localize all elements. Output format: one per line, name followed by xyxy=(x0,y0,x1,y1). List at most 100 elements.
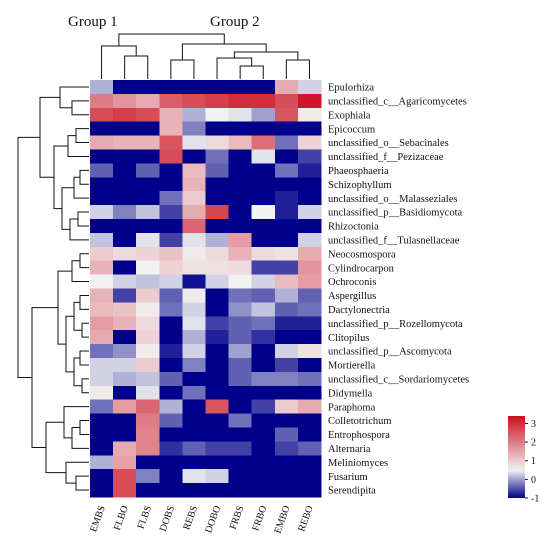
row-label: unclassified_f__Tulasnellaceae xyxy=(328,235,460,246)
heatmap-cell xyxy=(274,399,299,414)
heatmap-cell xyxy=(251,163,276,178)
heatmap-cell xyxy=(159,302,183,317)
heatmap-cell xyxy=(136,205,160,220)
heatmap-cell xyxy=(182,371,206,387)
heatmap-cell xyxy=(274,149,299,164)
heatmap-cell xyxy=(136,316,160,331)
heatmap-cell xyxy=(205,399,229,414)
heatmap-cell xyxy=(136,399,160,414)
heatmap-cell xyxy=(228,371,252,387)
heatmap-cell xyxy=(113,121,137,136)
heatmap-cell xyxy=(274,316,299,331)
heatmap-cell xyxy=(90,441,114,456)
heatmap-cell xyxy=(182,427,206,442)
dendrogram-link xyxy=(71,100,89,116)
column-label: EMBS xyxy=(88,504,108,533)
heatmap-cell xyxy=(159,191,183,206)
heatmap-cell xyxy=(136,135,160,150)
heatmap-cell xyxy=(90,427,114,442)
heatmap-cell xyxy=(228,316,252,331)
heatmap-cell xyxy=(182,121,206,136)
heatmap-cell xyxy=(90,316,114,331)
heatmap-cell xyxy=(228,232,252,248)
heatmap-cell xyxy=(251,483,276,498)
color-scale-tick-label: 2 xyxy=(531,438,536,449)
heatmap-cell xyxy=(136,427,160,442)
heatmap-cell xyxy=(159,358,183,373)
heatmap-cell xyxy=(182,219,206,234)
heatmap-cell xyxy=(136,483,160,498)
heatmap-cell xyxy=(159,219,183,234)
heatmap-cell xyxy=(159,483,183,498)
dendrogram-link xyxy=(65,461,89,484)
heatmap-cell xyxy=(159,121,183,136)
heatmap-cell xyxy=(205,191,229,206)
heatmap-cell xyxy=(182,163,206,178)
heatmap-cell xyxy=(113,135,137,150)
heatmap-cell xyxy=(90,302,114,317)
column-label: REBO xyxy=(296,504,315,533)
row-label: unclassified_c__Sordariomycetes xyxy=(328,374,469,385)
heatmap-cell xyxy=(205,358,229,373)
heatmap-cell xyxy=(159,246,183,261)
heatmap-cell xyxy=(90,385,114,400)
heatmap-cell xyxy=(113,385,137,400)
heatmap-cell xyxy=(90,371,114,387)
heatmap-cell xyxy=(228,121,252,136)
heatmap-cell xyxy=(113,455,137,470)
heatmap-cell xyxy=(136,330,160,345)
heatmap-cell xyxy=(205,274,229,289)
heatmap-cell xyxy=(136,455,160,470)
heatmap-cell xyxy=(159,107,183,122)
heatmap-cell xyxy=(205,177,229,192)
column-dendrogram xyxy=(101,33,310,79)
heatmap-cell xyxy=(297,205,322,220)
heatmap-cell xyxy=(90,163,114,178)
heatmap-cell xyxy=(251,302,276,317)
heatmap-cell xyxy=(274,441,299,456)
heatmap-cells xyxy=(90,80,322,498)
color-scale-legend: 3 2 1 0 -1 xyxy=(508,416,539,505)
heatmap-cell xyxy=(136,371,160,387)
row-label: Colletotrichum xyxy=(328,416,392,427)
heatmap-cell xyxy=(159,260,183,275)
heatmap-cell xyxy=(228,483,252,498)
heatmap-cell xyxy=(90,469,114,484)
heatmap-cell xyxy=(274,358,299,373)
heatmap-cell xyxy=(205,219,229,234)
heatmap-cell xyxy=(159,205,183,220)
row-label: Schizophyllum xyxy=(328,180,392,191)
heatmap-cell xyxy=(159,288,183,303)
heatmap-cell xyxy=(136,232,160,248)
heatmap-cell xyxy=(205,246,229,261)
heatmap-cell xyxy=(136,246,160,261)
heatmap-cell xyxy=(228,246,252,261)
heatmap-cell xyxy=(113,302,137,317)
heatmap-cell xyxy=(228,107,252,122)
row-label: Phaeosphaeria xyxy=(328,166,389,177)
heatmap-cell xyxy=(205,80,229,95)
color-scale-tick-label: -1 xyxy=(531,494,539,505)
row-label: Epicoccum xyxy=(328,124,375,135)
heatmap-cell xyxy=(274,135,299,150)
heatmap-cell xyxy=(136,344,160,359)
row-label: Ochroconis xyxy=(328,277,376,288)
heatmap-cell xyxy=(182,413,206,428)
heatmap-cell xyxy=(205,344,229,359)
heatmap-cell xyxy=(136,274,160,289)
heatmap-cell xyxy=(274,288,299,303)
heatmap-cell xyxy=(205,135,229,150)
heatmap-cell xyxy=(251,135,276,150)
heatmap-cell xyxy=(90,330,114,345)
heatmap-cell xyxy=(251,441,276,456)
heatmap-cell xyxy=(205,93,229,109)
row-label: Exophiala xyxy=(328,110,371,121)
heatmap-cell xyxy=(251,93,276,109)
heatmap-cell xyxy=(228,205,252,220)
heatmap-cell xyxy=(159,427,183,442)
heatmap-cell xyxy=(205,455,229,470)
heatmap-cell xyxy=(113,205,137,220)
heatmap-cell xyxy=(182,302,206,317)
heatmap-cell xyxy=(136,80,160,95)
